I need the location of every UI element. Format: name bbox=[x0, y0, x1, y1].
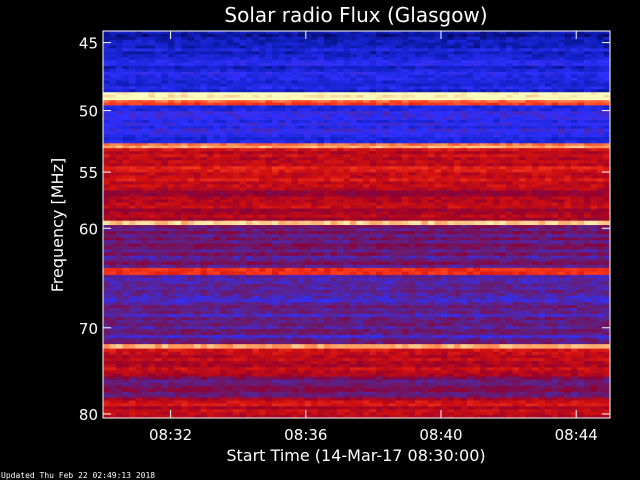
chart-title: Solar radio Flux (Glasgow) bbox=[224, 3, 487, 27]
spectrogram-heatmap bbox=[103, 31, 611, 419]
